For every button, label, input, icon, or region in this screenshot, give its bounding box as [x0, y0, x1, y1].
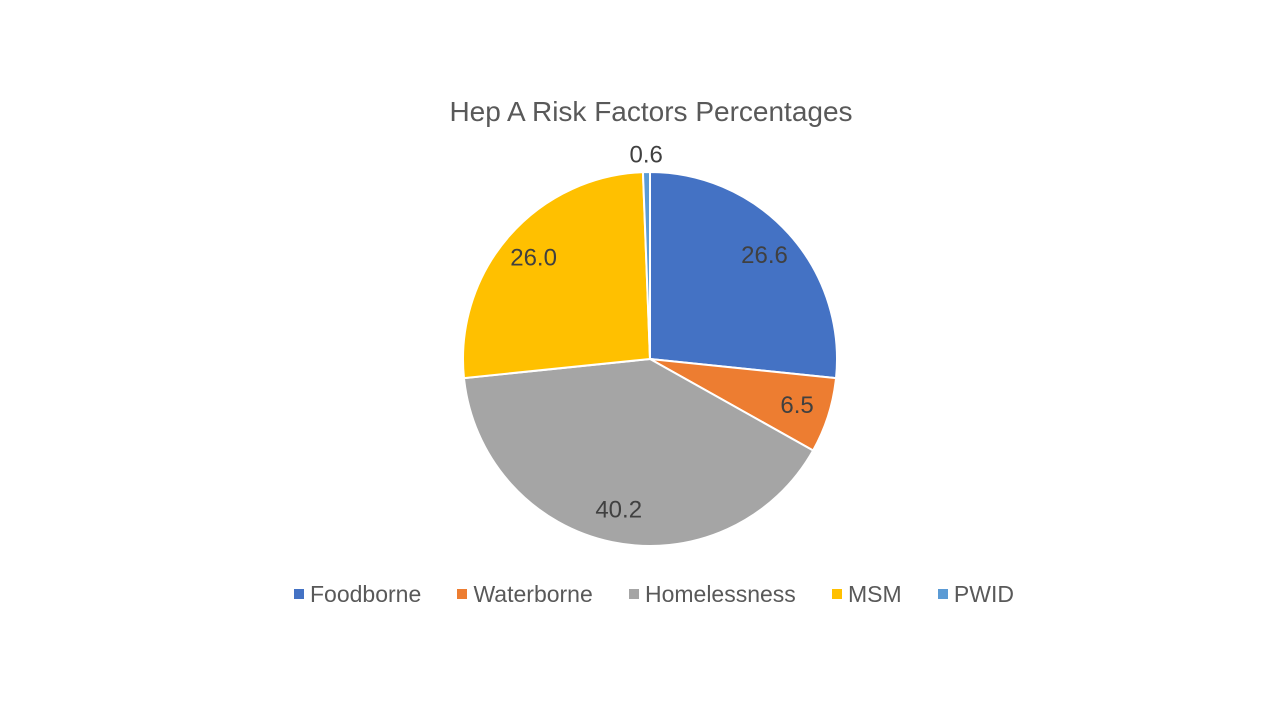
legend-marker-foodborne-icon	[294, 589, 304, 599]
legend-marker-msm-icon	[832, 589, 843, 599]
legend-item-pwid: PWID	[937, 581, 1014, 607]
chart-title: Hep A Risk Factors Percentages	[449, 96, 853, 127]
legend-label-homelessness: Homelessness	[644, 581, 796, 607]
pie-slice-pwid	[641, 170, 651, 360]
legend-item-homelessness: Homelessness	[628, 581, 796, 607]
legend-label-foodborne: Foodborne	[310, 581, 422, 607]
pie-data-label-msm: 26.0	[510, 244, 557, 271]
legend-item-waterborne: Waterborne	[457, 581, 593, 607]
pie-data-label-foodborne: 26.6	[741, 242, 788, 269]
pie-data-label-pwid: 0.6	[630, 142, 663, 169]
legend-marker-waterborne-icon	[457, 589, 468, 599]
chart-legend: Foodborne Waterborne Homelessness MSM PWID	[294, 581, 1014, 607]
legend-label-msm: MSM	[848, 581, 902, 607]
legend-marker-homelessness-icon	[628, 589, 639, 599]
pie-data-label-homelessness: 40.2	[595, 497, 642, 524]
pie-slice-msm	[462, 171, 651, 380]
pie-data-label-waterborne: 6.5	[780, 392, 813, 419]
legend-label-pwid: PWID	[953, 581, 1014, 607]
legend-item-msm: MSM	[832, 581, 902, 607]
legend-label-waterborne: Waterborne	[473, 581, 593, 607]
pie-slice-foodborne	[649, 171, 838, 380]
legend-marker-pwid-icon	[937, 589, 948, 599]
legend-item-foodborne: Foodborne	[294, 581, 421, 607]
pie-slice-homelessness	[462, 358, 815, 547]
